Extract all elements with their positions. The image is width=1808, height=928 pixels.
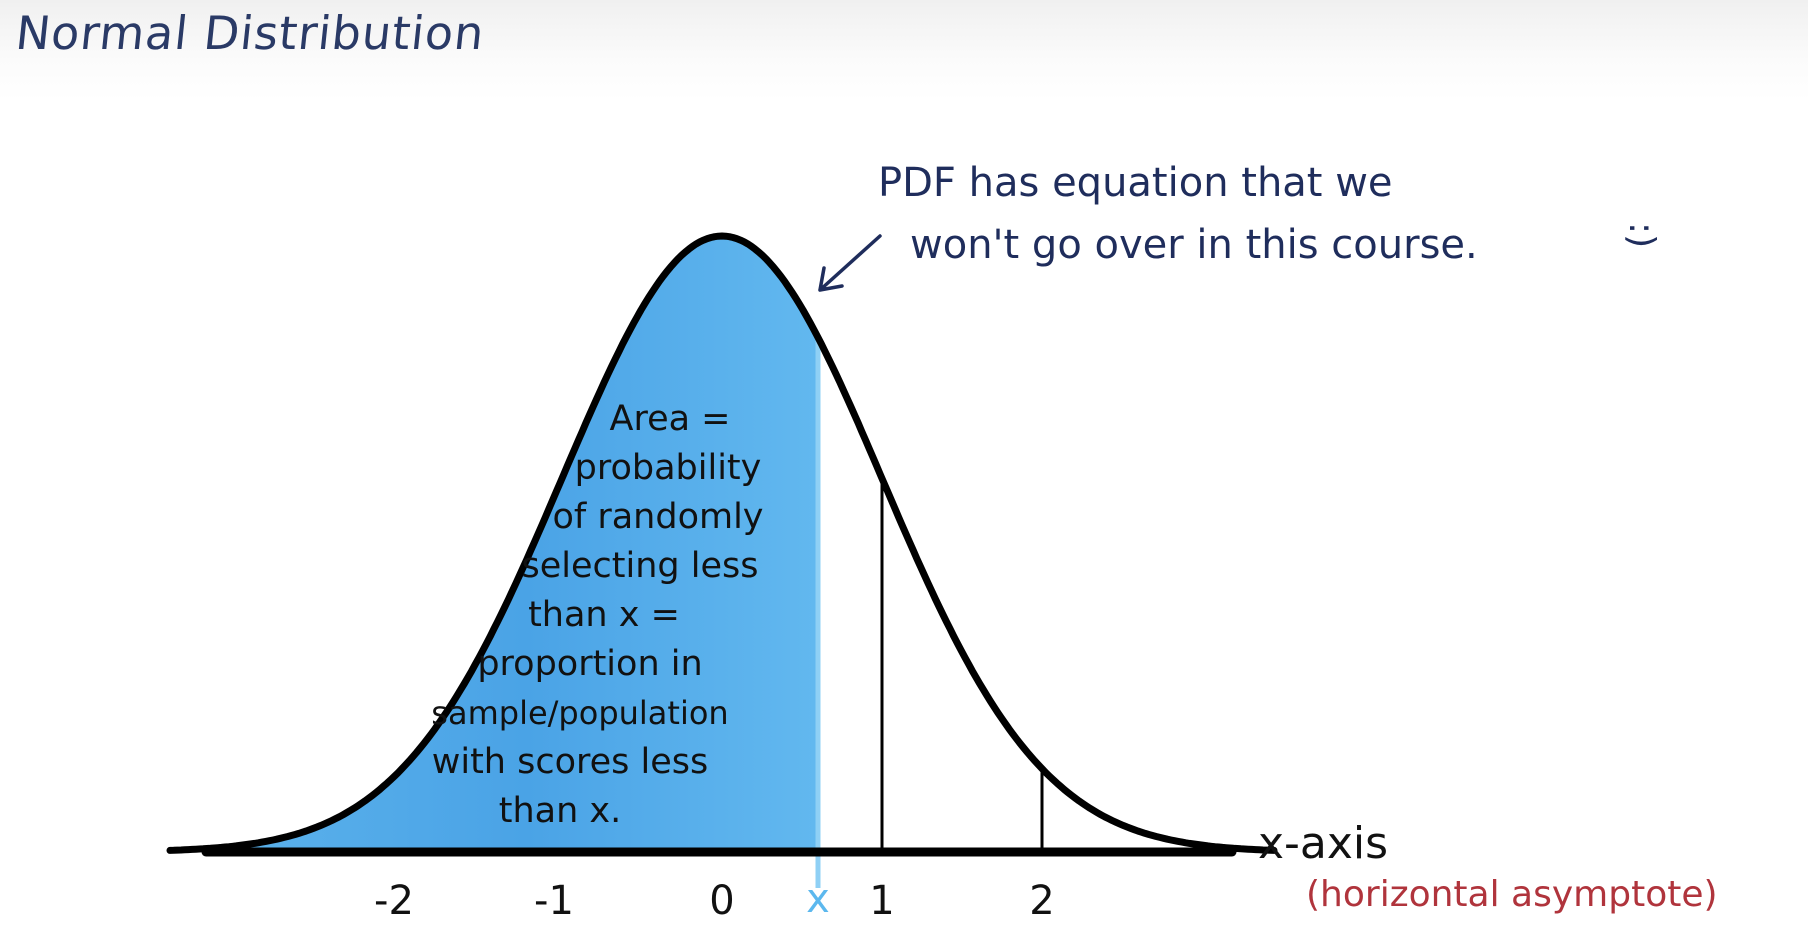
area-text-line-9: than x. [499, 791, 622, 831]
annotation: PDF has equation that we won't go over i… [818, 160, 1662, 292]
arrow-icon [818, 234, 882, 292]
x-marker-label: x [806, 876, 830, 922]
tick-label: 1 [869, 878, 894, 924]
area-text-line-4: selecting less [522, 546, 759, 586]
area-explanation: Area = probability of randomly selecting le… [431, 399, 763, 831]
area-text-line-1: Area = [610, 399, 731, 439]
asymptote-note: (horizontal asymptote) [1306, 874, 1718, 915]
axis-label: x-axis [1258, 818, 1388, 869]
smiley-icon: :) [1621, 222, 1662, 248]
tick-label: -1 [534, 878, 574, 924]
area-text-line-3: of randomly [552, 497, 763, 537]
vertical-lines [880, 478, 1044, 852]
area-text-line-6: proportion in [477, 644, 702, 684]
area-text-line-2: probability [575, 448, 762, 488]
bell-curve [166, 232, 1278, 854]
area-text-line-7: sample/population [431, 694, 728, 732]
tick-label: -2 [374, 878, 414, 924]
tick-labels: -2 -1 0 1 2 [374, 878, 1055, 924]
shaded-area [170, 236, 818, 852]
tick-label: 2 [1029, 878, 1054, 924]
annotation-line-1: PDF has equation that we [878, 160, 1393, 206]
tick-label: 0 [709, 878, 734, 924]
area-text-line-5: than x = [528, 595, 680, 635]
area-text-line-8: with scores less [432, 742, 709, 782]
annotation-line-2: won't go over in this course. [910, 222, 1478, 268]
